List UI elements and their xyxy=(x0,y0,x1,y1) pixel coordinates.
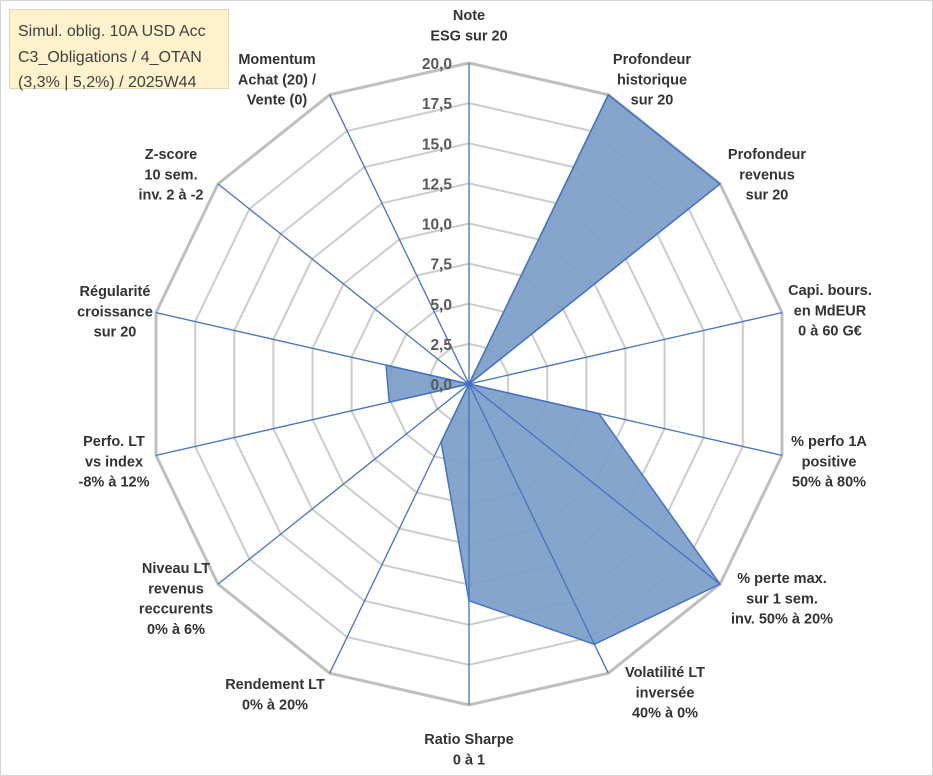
info-box-line: C3_Obligations / 4_OTAN xyxy=(18,48,202,66)
axis-label-line: en MdEUR xyxy=(794,303,867,319)
axis-label-line: 40% à 0% xyxy=(632,706,698,722)
axis-label-line: 0 à 60 G€ xyxy=(798,324,862,340)
axis-label-line: Volatilité LT xyxy=(625,665,705,681)
axis-label-line: Z-score xyxy=(145,147,197,163)
axis-label: Ratio Sharpe 0 à 1 xyxy=(424,732,513,768)
axis-label-line: 50% à 80% xyxy=(792,475,866,491)
axis-label-line: 10 sem. xyxy=(144,167,197,183)
axis-label-line: inv. 50% à 20% xyxy=(731,612,833,628)
axis-line xyxy=(329,383,470,674)
axis-label-line: 0% à 6% xyxy=(147,622,205,638)
tick-label: 0,0 xyxy=(430,377,452,394)
axis-line xyxy=(217,183,470,385)
axis-label-line: sur 20 xyxy=(631,93,674,109)
tick-label: 5,0 xyxy=(430,297,452,314)
axis-label: Profondeur revenus sur 20 xyxy=(728,147,806,204)
axis-line xyxy=(468,383,783,457)
axis-line xyxy=(155,383,470,457)
axis-label: Capi. bours. en MdEUR 0 à 60 G€ xyxy=(788,283,872,340)
axis-line xyxy=(155,311,470,385)
axis-label-line: reccurents xyxy=(139,602,213,618)
axis-label-line: positive xyxy=(802,454,857,470)
info-box-line: Simul. oblig. 10A USD Acc xyxy=(18,23,206,40)
axis-label-line: Régularité xyxy=(80,284,151,300)
axis-label-line: sur 20 xyxy=(94,325,137,341)
axis-label: % perte max. sur 1 sem. inv. 50% à 20% xyxy=(731,571,833,628)
axis-label-line: 0 à 1 xyxy=(453,752,485,768)
axis-label-line: revenus xyxy=(739,167,795,183)
axis-label-line: sur 1 sem. xyxy=(746,591,818,607)
tick-label: 17,5 xyxy=(422,96,453,113)
axis-label-line: -8% à 12% xyxy=(79,475,150,491)
axis-line xyxy=(468,311,783,385)
axis-label-line: sur 20 xyxy=(746,188,789,204)
info-box-line: (3,3% | 5,2%) / 2025W44 xyxy=(18,74,197,91)
axis-label-line: Profondeur xyxy=(613,52,691,68)
axis-label: Niveau LT revenus reccurents 0% à 6% xyxy=(139,561,213,638)
axis-label: Volatilité LT inversée 40% à 0% xyxy=(625,665,705,722)
axis-line xyxy=(329,94,470,385)
axis-label-line: inversée xyxy=(636,685,695,701)
axis-label-line: Rendement LT xyxy=(225,677,325,693)
axis-line xyxy=(468,94,609,385)
axis-label: Perfo. LT vs index -8% à 12% xyxy=(79,434,150,491)
axis-label: Note ESG sur 20 xyxy=(430,8,507,44)
axis-line xyxy=(468,183,721,385)
axis-label-line: vs index xyxy=(85,454,143,470)
axis-line xyxy=(468,383,609,674)
axis-label-line: Note xyxy=(453,8,485,24)
axis-label-line: Perfo. LT xyxy=(83,434,145,450)
tick-label: 7,5 xyxy=(430,257,452,274)
tick-label: 20,0 xyxy=(422,56,452,73)
axis-label: Régularité croissance sur 20 xyxy=(77,284,153,341)
axis-line xyxy=(217,383,470,585)
axis-label-line: croissance xyxy=(77,304,153,320)
axis-label: Z-score 10 sem. inv. 2 à -2 xyxy=(138,147,203,204)
axis-label-line: ESG sur 20 xyxy=(430,28,507,44)
axis-label-line: historique xyxy=(617,72,687,88)
axis-label: Profondeur historique sur 20 xyxy=(613,52,691,109)
axis-line xyxy=(468,383,721,585)
axis-label-line: 0% à 20% xyxy=(242,697,308,713)
axis-label-line: Momentum xyxy=(238,52,315,68)
axis-label-line: Capi. bours. xyxy=(788,283,872,299)
axis-label-line: % perfo 1A xyxy=(791,434,867,450)
axis-label: Momentum Achat (20) / Vente (0) xyxy=(238,52,316,109)
axis-label-line: Niveau LT xyxy=(142,561,210,577)
axis-label: Rendement LT 0% à 20% xyxy=(225,677,325,713)
axis-label-line: inv. 2 à -2 xyxy=(138,188,203,204)
tick-label: 10,0 xyxy=(422,217,452,234)
axis-label-line: Ratio Sharpe xyxy=(424,732,513,748)
axis-label-line: Vente (0) xyxy=(247,93,308,109)
tick-label: 12,5 xyxy=(422,176,453,193)
axis-label-line: Profondeur xyxy=(728,147,806,163)
tick-label: 2,5 xyxy=(430,337,452,354)
axis-label: % perfo 1A positive 50% à 80% xyxy=(791,434,867,491)
axis-label-line: revenus xyxy=(148,581,204,597)
axis-label-line: % perte max. xyxy=(737,571,826,587)
tick-label: 15,0 xyxy=(422,136,452,153)
axis-label-line: Achat (20) / xyxy=(238,72,316,88)
info-box: Simul. oblig. 10A USD Acc C3_Obligations… xyxy=(9,9,229,91)
